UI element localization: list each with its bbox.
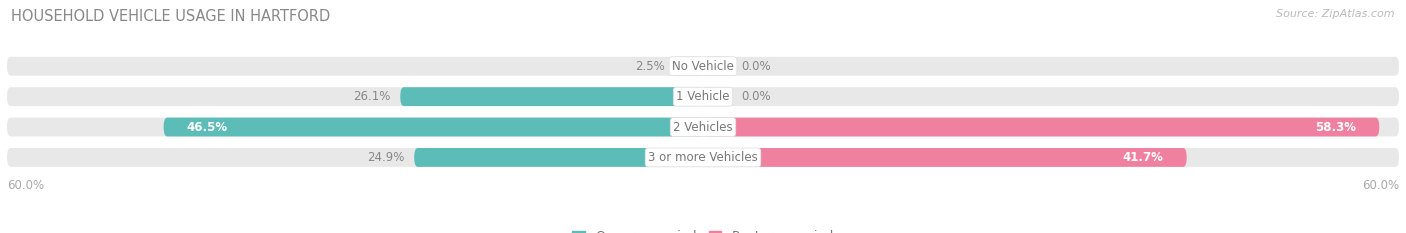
Text: 24.9%: 24.9% bbox=[367, 151, 405, 164]
Text: 58.3%: 58.3% bbox=[1315, 120, 1355, 134]
FancyBboxPatch shape bbox=[703, 87, 733, 106]
Text: 60.0%: 60.0% bbox=[7, 179, 44, 192]
FancyBboxPatch shape bbox=[415, 148, 703, 167]
Text: 2.5%: 2.5% bbox=[636, 60, 665, 73]
FancyBboxPatch shape bbox=[7, 87, 1399, 106]
Text: 0.0%: 0.0% bbox=[741, 60, 770, 73]
Text: 1 Vehicle: 1 Vehicle bbox=[676, 90, 730, 103]
FancyBboxPatch shape bbox=[7, 148, 1399, 167]
Text: 3 or more Vehicles: 3 or more Vehicles bbox=[648, 151, 758, 164]
FancyBboxPatch shape bbox=[401, 87, 703, 106]
FancyBboxPatch shape bbox=[163, 118, 703, 137]
Text: 2 Vehicles: 2 Vehicles bbox=[673, 120, 733, 134]
Text: 26.1%: 26.1% bbox=[353, 90, 391, 103]
Text: 0.0%: 0.0% bbox=[741, 90, 770, 103]
Text: Source: ZipAtlas.com: Source: ZipAtlas.com bbox=[1277, 9, 1395, 19]
FancyBboxPatch shape bbox=[703, 148, 1187, 167]
Text: HOUSEHOLD VEHICLE USAGE IN HARTFORD: HOUSEHOLD VEHICLE USAGE IN HARTFORD bbox=[11, 9, 330, 24]
Legend: Owner-occupied, Renter-occupied: Owner-occupied, Renter-occupied bbox=[568, 225, 838, 233]
FancyBboxPatch shape bbox=[673, 57, 703, 76]
Text: 60.0%: 60.0% bbox=[1362, 179, 1399, 192]
FancyBboxPatch shape bbox=[7, 57, 1399, 76]
FancyBboxPatch shape bbox=[703, 57, 733, 76]
Text: 46.5%: 46.5% bbox=[187, 120, 228, 134]
Text: No Vehicle: No Vehicle bbox=[672, 60, 734, 73]
FancyBboxPatch shape bbox=[703, 118, 1379, 137]
FancyBboxPatch shape bbox=[7, 118, 1399, 137]
Text: 41.7%: 41.7% bbox=[1122, 151, 1164, 164]
